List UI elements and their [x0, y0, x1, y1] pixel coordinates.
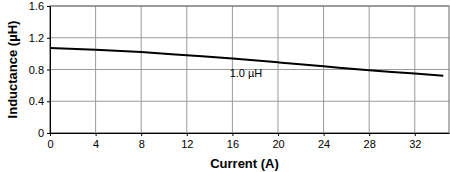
y-tick-mark — [47, 6, 50, 7]
x-tick: 16 — [227, 133, 239, 150]
y-tick-mark — [47, 38, 50, 39]
x-axis: 0 4 8 12 16 20 24 28 32 — [47, 133, 449, 150]
plot: 0 4 8 12 16 20 24 28 32 0 0.4 0.8 1.2 1.6 1.0 µH — [29, 0, 450, 150]
x-tick: 24 — [318, 133, 330, 150]
x-tick-mark — [278, 133, 279, 136]
x-tick-mark — [141, 133, 142, 136]
x-tick-mark — [324, 133, 325, 136]
x-tick-label: 20 — [272, 138, 284, 150]
x-tick-label: 4 — [93, 138, 99, 150]
x-tick: 28 — [364, 133, 376, 150]
x-tick-label: 28 — [364, 138, 376, 150]
y-tick: 0.4 — [29, 95, 50, 107]
x-tick-mark — [96, 133, 97, 136]
y-tick-label: 1.6 — [29, 0, 44, 12]
grid-line-y — [50, 37, 449, 38]
chart: 0 4 8 12 16 20 24 28 32 0 0.4 0.8 1.2 1.6 1.0 µH Curren… — [0, 0, 450, 172]
y-tick-label: 0 — [38, 127, 44, 139]
y-tick-label: 1.2 — [29, 32, 44, 44]
x-tick-label: 0 — [47, 138, 53, 150]
annotation: 1.0 µH — [230, 67, 263, 79]
x-tick-label: 24 — [318, 138, 330, 150]
x-axis-line — [51, 133, 450, 134]
y-tick-label: 0.8 — [29, 64, 44, 76]
y-axis: 0 0.4 0.8 1.2 1.6 — [29, 0, 51, 139]
x-tick: 32 — [409, 133, 421, 150]
x-tick: 20 — [272, 133, 284, 150]
x-tick: 0 — [47, 133, 53, 150]
y-tick-mark — [47, 101, 50, 102]
x-tick-mark — [369, 133, 370, 136]
x-tick-label: 8 — [139, 138, 145, 150]
x-tick-label: 16 — [227, 138, 239, 150]
grid — [50, 6, 449, 133]
plot-frame — [50, 6, 449, 133]
y-tick-mark — [47, 133, 50, 134]
x-tick-label: 12 — [181, 138, 193, 150]
x-tick: 4 — [93, 133, 99, 150]
y-tick: 0.8 — [29, 64, 50, 76]
x-tick: 12 — [181, 133, 193, 150]
x-tick-mark — [187, 133, 188, 136]
x-tick: 8 — [139, 133, 145, 150]
grid-line-y — [50, 101, 449, 102]
y-axis-title: Inductance (µH) — [5, 21, 20, 119]
y-tick-mark — [47, 70, 50, 71]
y-tick: 1.6 — [29, 0, 50, 12]
y-tick: 0 — [38, 127, 50, 139]
y-axis-line — [50, 7, 51, 134]
x-axis-title: Current (A) — [210, 156, 279, 171]
x-tick-mark — [415, 133, 416, 136]
y-tick-label: 0.4 — [29, 95, 44, 107]
y-tick: 1.2 — [29, 32, 50, 44]
x-tick-label: 32 — [409, 138, 421, 150]
x-tick-mark — [232, 133, 233, 136]
